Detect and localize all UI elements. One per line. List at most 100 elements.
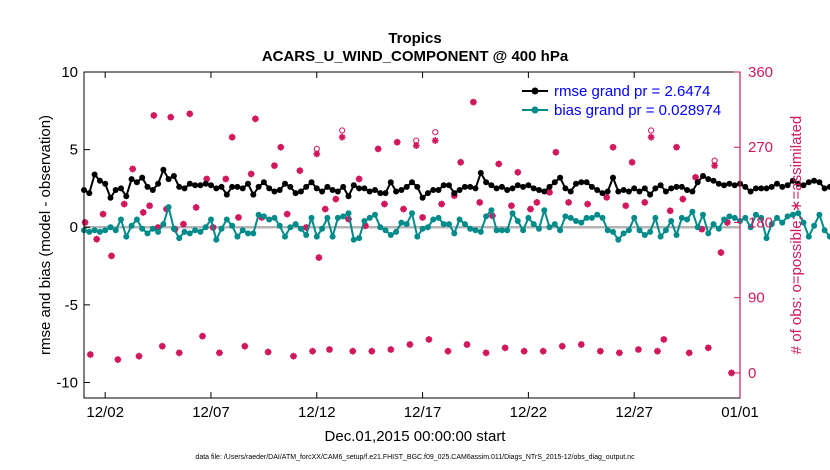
bias-point [446, 221, 452, 228]
bias-point [213, 236, 220, 243]
bias-point [789, 211, 796, 218]
bias-point [239, 227, 246, 234]
rmse-point [282, 180, 288, 187]
rmse-point [271, 188, 278, 195]
rmse-point [805, 179, 812, 186]
bias-point [647, 228, 654, 235]
rmse-point [419, 194, 426, 201]
rmse-point [409, 179, 415, 186]
bias-point [631, 214, 638, 221]
bias-point [86, 228, 93, 235]
bias-point [419, 225, 426, 232]
bias-point [557, 227, 564, 234]
obs-assimilated-point [615, 349, 623, 357]
bias-point [472, 227, 479, 234]
rmse-point [541, 188, 548, 195]
rmse-point [197, 182, 204, 189]
bias-point [826, 233, 830, 240]
rmse-point [393, 188, 400, 195]
obs-assimilated-point [666, 207, 674, 215]
rmse-point [239, 185, 246, 192]
y-tick-label: 10 [61, 64, 78, 81]
rmse-point [435, 187, 442, 193]
obs-assimilated-point [419, 214, 426, 221]
bias-point [467, 225, 474, 232]
bias-point [361, 218, 368, 224]
y2-tick-label: 360 [748, 64, 773, 81]
rmse-point [557, 174, 564, 181]
bias-point [435, 214, 442, 221]
rmse-point [520, 183, 527, 190]
bias-point [689, 208, 696, 215]
bias-point [366, 214, 373, 221]
rmse-point [313, 185, 320, 192]
x-axis-label: Dec.01,2015 00:00:00 start [325, 428, 507, 445]
rmse-point [504, 187, 511, 193]
rmse-point [800, 182, 807, 189]
legend-bias-label: bias grand pr = 0.028974 [554, 102, 721, 119]
bias-point [546, 224, 553, 231]
bias-point [805, 233, 812, 240]
rmse-point [91, 171, 98, 178]
obs-assimilated-point [277, 143, 285, 151]
obs-assimilated-point [406, 341, 414, 348]
bias-point [509, 210, 516, 217]
rmse-point [673, 183, 680, 190]
rmse-point [424, 190, 431, 197]
y2-tick-label: 270 [748, 139, 773, 156]
bias-point [625, 227, 632, 234]
rmse-point [123, 193, 130, 200]
obs-assimilated-point [400, 205, 407, 213]
obs-assimilated-point [514, 168, 522, 176]
rmse-point [192, 182, 199, 189]
obs-assimilated-point [302, 224, 310, 231]
bias-point [102, 227, 109, 234]
y-tick-label: -5 [65, 297, 78, 314]
rmse-point [747, 188, 754, 195]
rmse-point [382, 190, 389, 197]
obs-assimilated-point [180, 220, 187, 228]
bias-point [440, 221, 447, 228]
bias-point [118, 216, 124, 223]
obs-assimilated-point [290, 352, 297, 360]
bias-point [197, 228, 204, 235]
x-tick-label: 12/17 [404, 404, 442, 421]
bias-point [176, 235, 183, 242]
bias-point [604, 227, 611, 234]
rmse-point [287, 183, 294, 190]
obs-assimilated-point [167, 113, 175, 121]
obs-assimilated-point [596, 347, 604, 355]
obs-assimilated-point [558, 342, 566, 350]
bias-point [731, 214, 738, 221]
bias-point [483, 213, 490, 220]
bias-point [615, 236, 622, 243]
bias-point [350, 236, 357, 243]
bias-point [673, 232, 680, 238]
x-tick-label: 12/07 [192, 404, 230, 421]
obs-assimilated-point [192, 204, 200, 211]
rmse-point [86, 190, 93, 197]
obs-assimilated-point [381, 200, 388, 208]
bias-point [514, 218, 521, 224]
bias-point [303, 232, 310, 238]
obs-assimilated-point [577, 341, 585, 348]
rmse-point [483, 179, 490, 186]
rmse-point [536, 187, 542, 193]
bias-point [747, 224, 754, 231]
bias-point [599, 214, 606, 221]
legend: rmse grand pr = 2.6474 bias grand pr = 0… [518, 81, 738, 120]
rmse-point [398, 187, 405, 193]
bias-point [583, 214, 590, 221]
bias-point [292, 221, 299, 228]
rmse-point [308, 179, 315, 186]
obs-assimilated-point [654, 347, 661, 355]
obs-assimilated-point [81, 219, 89, 226]
obs-assimilated-point [482, 349, 490, 357]
bias-point [245, 230, 251, 237]
x-tick-label: 12/27 [615, 404, 653, 421]
bias-point [308, 214, 315, 221]
obs-assimilated-point [546, 188, 553, 196]
obs-assimilated-point [704, 344, 712, 352]
rmse-point [647, 191, 654, 198]
obs-assimilated-point [374, 145, 382, 153]
